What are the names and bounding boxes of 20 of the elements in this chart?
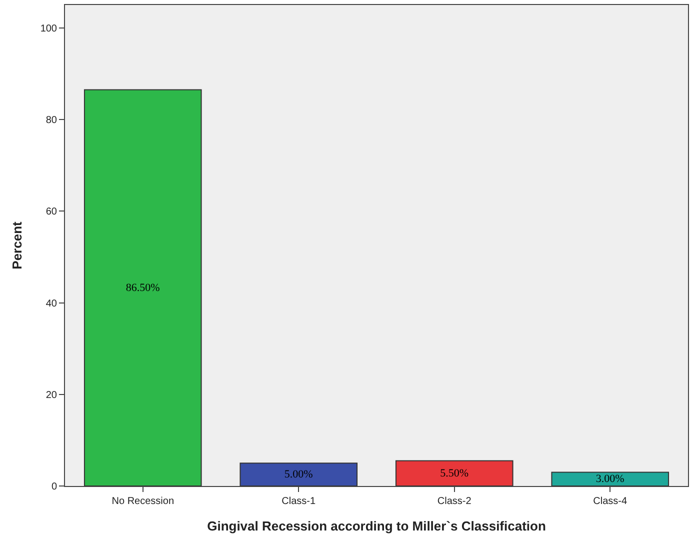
y-tick-label: 100: [40, 23, 58, 34]
data-label: 3.00%: [596, 473, 624, 486]
x-axis-title: Gingival Recession according to Miller`s Classification: [207, 518, 546, 534]
bar: [395, 460, 514, 486]
y-tick-label: 0: [51, 482, 58, 492]
y-tick-label: 40: [46, 298, 58, 310]
data-label: 5.00%: [284, 468, 313, 481]
bar: [551, 472, 670, 486]
y-tick-label: 20: [46, 390, 58, 401]
y-tick-label: 80: [46, 115, 58, 126]
data-label: 86.50%: [126, 282, 160, 294]
x-tick-label: Class-4: [593, 496, 628, 507]
y-tick-label: 60: [46, 206, 58, 218]
x-tick-label: Class-2: [437, 496, 472, 507]
x-tick-label: Class-1: [282, 496, 316, 507]
y-axis-title: Percent: [9, 220, 24, 270]
data-label: 5.50%: [440, 467, 469, 480]
bar: [240, 462, 358, 486]
x-tick-label: No Recession: [112, 496, 174, 507]
bar: [84, 89, 202, 486]
